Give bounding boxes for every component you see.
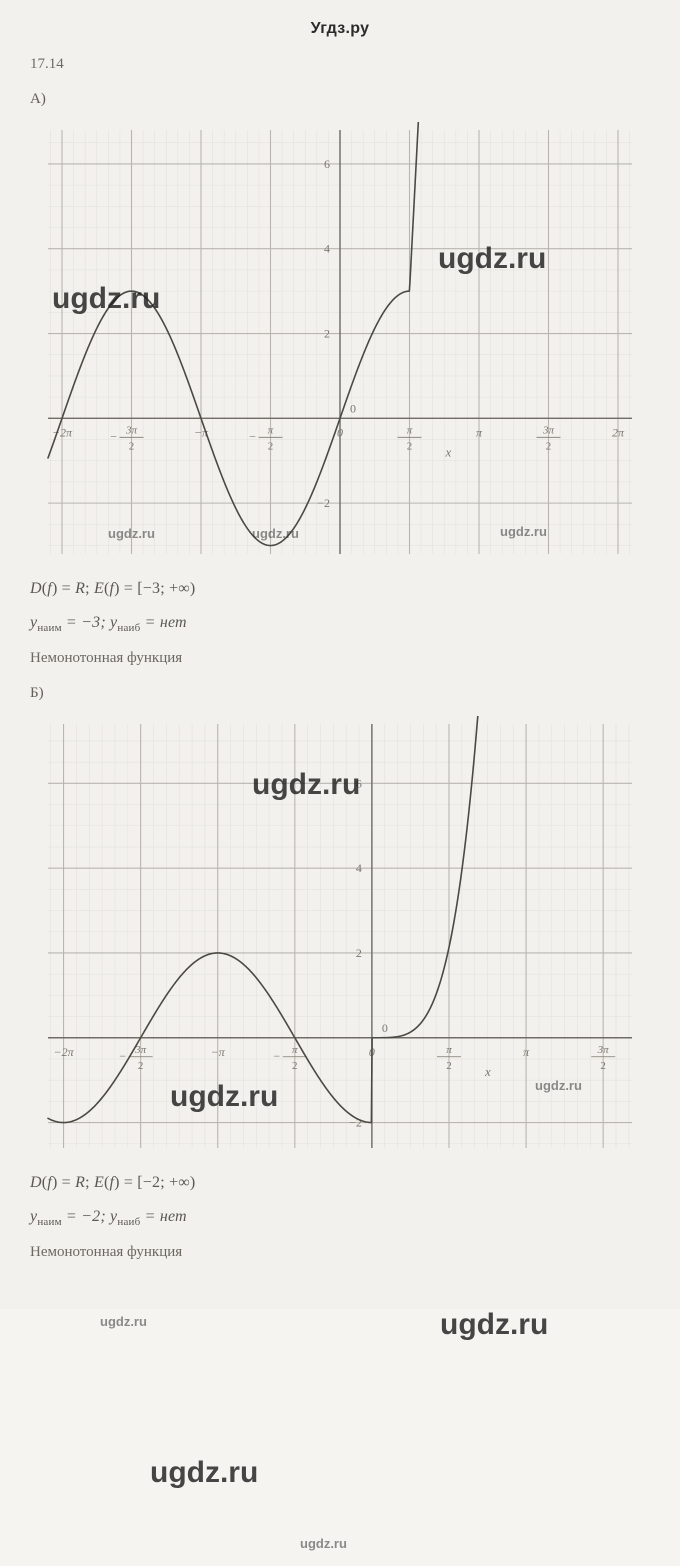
svg-text:2π: 2π bbox=[612, 425, 625, 439]
svg-text:−: − bbox=[273, 1049, 280, 1063]
svg-text:2: 2 bbox=[600, 1060, 606, 1072]
part-b-label: Б) bbox=[30, 685, 650, 702]
svg-text:2: 2 bbox=[407, 440, 413, 452]
svg-text:3π: 3π bbox=[125, 424, 137, 436]
part-a-monotonicity: Немонотонная функция bbox=[30, 650, 650, 667]
svg-text:2: 2 bbox=[356, 946, 362, 960]
svg-text:2: 2 bbox=[324, 327, 330, 341]
part-b-extrema: yнаим = −2; yнаиб = нет bbox=[30, 1208, 650, 1228]
chart-b: −2π−3π2−π−π20π2π3π2−22460x bbox=[40, 716, 640, 1156]
svg-text:2: 2 bbox=[138, 1060, 144, 1072]
svg-text:−: − bbox=[110, 429, 117, 443]
watermark-text: ugdz.ru bbox=[300, 1536, 347, 1551]
watermark-text: ugdz.ru bbox=[440, 1308, 548, 1342]
svg-text:π: π bbox=[407, 424, 413, 436]
site-header: Угдз.ру bbox=[30, 20, 650, 38]
svg-text:2: 2 bbox=[292, 1060, 298, 1072]
svg-text:−: − bbox=[249, 429, 256, 443]
svg-text:0: 0 bbox=[337, 425, 343, 439]
svg-text:3π: 3π bbox=[597, 1044, 610, 1056]
part-a-domain-range: D(f) = R; E(f) = [−3; +∞) bbox=[30, 580, 650, 598]
watermark-text: ugdz.ru bbox=[100, 1314, 147, 1329]
svg-text:x: x bbox=[484, 1064, 491, 1079]
watermark-text: ugdz.ru bbox=[150, 1456, 258, 1490]
svg-text:2: 2 bbox=[129, 440, 135, 452]
svg-text:0: 0 bbox=[350, 401, 356, 415]
svg-text:6: 6 bbox=[356, 777, 362, 791]
svg-text:−2π: −2π bbox=[53, 1045, 74, 1059]
svg-text:2: 2 bbox=[546, 440, 552, 452]
svg-text:−: − bbox=[119, 1049, 126, 1063]
svg-text:−π: −π bbox=[211, 1045, 226, 1059]
svg-text:3π: 3π bbox=[542, 424, 555, 436]
part-a-label: А) bbox=[30, 91, 650, 108]
chart-a: −2π−3π2−π−π20π2π3π22π−22460x bbox=[40, 122, 640, 562]
svg-text:π: π bbox=[292, 1044, 298, 1056]
part-a-extrema: yнаим = −3; yнаиб = нет bbox=[30, 614, 650, 634]
part-b-monotonicity: Немонотонная функция bbox=[30, 1244, 650, 1261]
svg-text:π: π bbox=[523, 1045, 530, 1059]
svg-text:2: 2 bbox=[268, 440, 274, 452]
svg-text:0: 0 bbox=[382, 1021, 388, 1035]
svg-text:−2: −2 bbox=[317, 496, 330, 510]
svg-text:4: 4 bbox=[356, 861, 362, 875]
svg-text:π: π bbox=[476, 425, 483, 439]
svg-text:2: 2 bbox=[446, 1060, 452, 1072]
svg-text:π: π bbox=[268, 424, 274, 436]
svg-text:x: x bbox=[444, 444, 451, 459]
part-b-domain-range: D(f) = R; E(f) = [−2; +∞) bbox=[30, 1174, 650, 1192]
svg-text:π: π bbox=[446, 1044, 452, 1056]
problem-number: 17.14 bbox=[30, 56, 650, 73]
svg-text:6: 6 bbox=[324, 157, 330, 171]
svg-text:4: 4 bbox=[324, 242, 330, 256]
